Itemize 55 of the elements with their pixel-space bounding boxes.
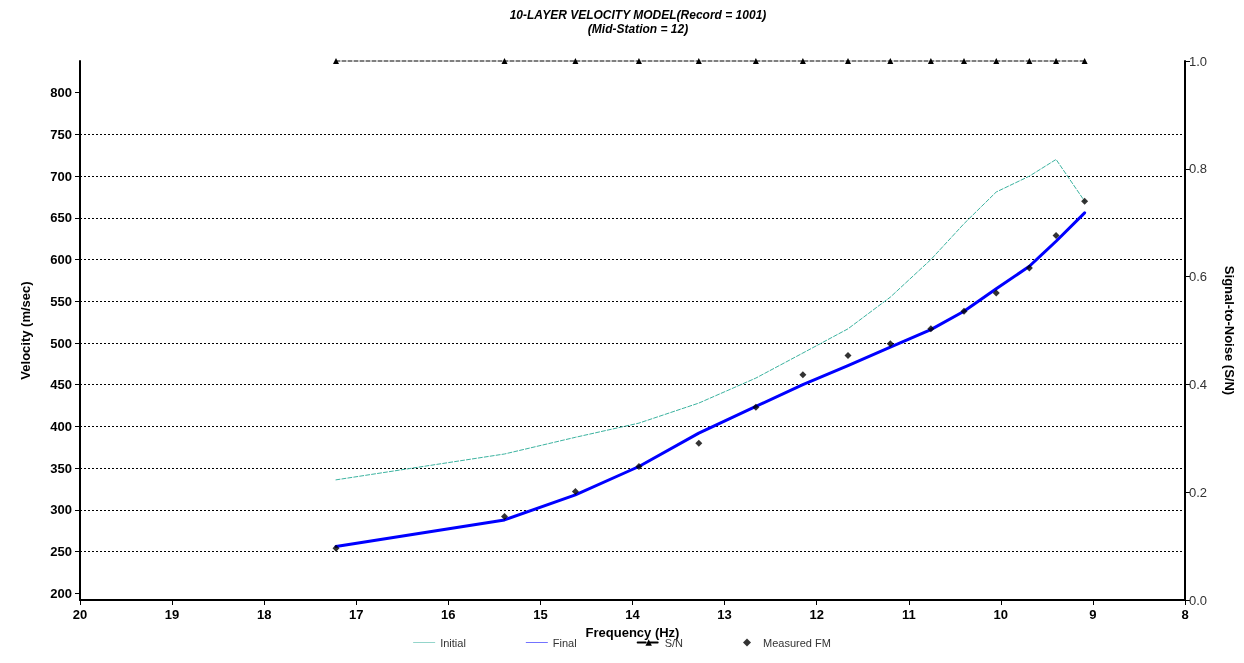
y-tick-label: 700 — [50, 168, 72, 184]
y-tick-label: 600 — [50, 252, 72, 268]
y-tick-label: 450 — [50, 377, 72, 393]
x-tick-label: 8 — [1181, 607, 1189, 622]
legend-label: Measured FM — [763, 636, 831, 649]
y-tick-label: 800 — [50, 85, 72, 101]
point — [571, 488, 579, 496]
y-tick-label: 750 — [50, 126, 72, 142]
legend-label: Initial — [440, 636, 466, 649]
y2-tick-label: 0.0 — [1189, 592, 1208, 608]
point — [752, 403, 760, 411]
point — [332, 544, 340, 552]
point — [886, 340, 894, 348]
y-tick-label: 300 — [50, 502, 72, 518]
x-tick-label: 18 — [256, 607, 272, 622]
chart-title: 10-LAYER VELOCITY MODEL(Record = 1001) — [509, 8, 767, 22]
point — [1025, 264, 1033, 272]
y-tick-label: 500 — [50, 335, 72, 351]
point — [799, 371, 807, 379]
line-series — [335, 158, 1086, 481]
x-tick-label: 16 — [441, 607, 456, 622]
x-tick-label: 12 — [809, 607, 824, 622]
point — [927, 325, 935, 333]
legend-label: Final — [552, 636, 577, 649]
y2-tick-label: 0.6 — [1189, 269, 1208, 285]
point — [960, 307, 968, 315]
x-tick-label: 9 — [1089, 607, 1097, 622]
point — [501, 513, 508, 521]
y-tick-label: 200 — [50, 585, 72, 601]
y-tick-label: 550 — [50, 293, 72, 309]
y2-tick-label: 1.0 — [1189, 53, 1208, 69]
y2-axis-title: Signal-to-Noise (S/N) — [1222, 265, 1237, 396]
x-tick-label: 17 — [349, 607, 364, 622]
x-tick-label: 15 — [533, 607, 548, 622]
x-tick-label: 20 — [72, 607, 88, 622]
x-tick-label: 11 — [901, 607, 916, 622]
y-tick-label: 650 — [50, 210, 72, 226]
point — [844, 352, 852, 360]
point — [635, 463, 643, 470]
x-tick-label: 14 — [625, 607, 641, 622]
chart-subtitle: (Mid-Station = 12) — [587, 22, 689, 36]
y-tick-label: 400 — [50, 418, 72, 434]
point — [1052, 231, 1060, 239]
point — [1081, 197, 1089, 205]
x-tick-label: 10 — [993, 607, 1009, 622]
point — [992, 289, 1000, 297]
x-tick-label: 19 — [164, 607, 180, 622]
point — [695, 439, 703, 447]
x-tick-label: 13 — [717, 607, 732, 622]
y2-tick-label: 0.4 — [1189, 376, 1208, 392]
y2-tick-label: 0.2 — [1189, 484, 1208, 500]
y-axis-title: Velocity (m/sec) — [18, 281, 33, 380]
y-tick-label: 250 — [50, 544, 72, 560]
y2-tick-label: 0.8 — [1189, 161, 1208, 177]
y-tick-label: 350 — [50, 460, 72, 476]
